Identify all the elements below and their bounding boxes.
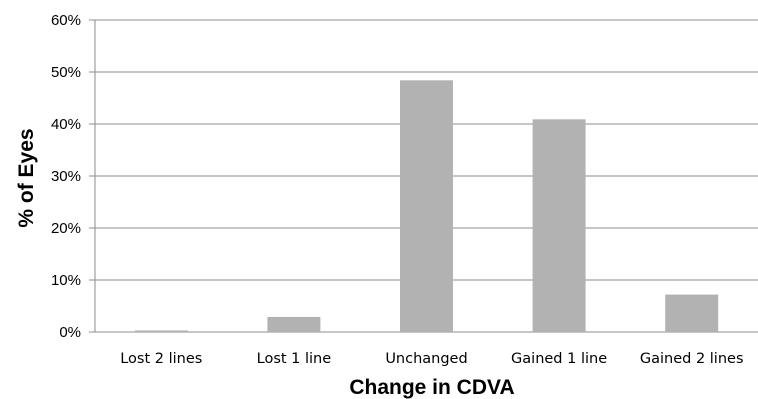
bar <box>267 316 321 332</box>
x-axis-title: Change in CDVA <box>349 376 514 399</box>
bars <box>134 80 719 332</box>
x-category-labels: Lost 2 lines Lost 1 line Unchanged Gained 1… <box>120 351 743 367</box>
x-category-label: Unchanged <box>385 351 467 367</box>
y-tick-label: 60% <box>51 12 81 29</box>
x-category-label: Gained 1 line <box>511 351 607 367</box>
x-category-label: Lost 2 lines <box>120 351 202 367</box>
x-category-label: Lost 1 line <box>257 351 332 367</box>
bar <box>134 330 188 332</box>
bar <box>400 80 453 332</box>
y-tick-label: 30% <box>51 168 81 185</box>
y-axis-title: % of Eyes <box>15 128 38 227</box>
bar <box>532 119 586 332</box>
y-tick-labels: 0% 10% 20% 30% 40% 50% 60% <box>51 12 81 341</box>
bar <box>665 294 719 332</box>
x-category-label: Gained 2 lines <box>640 351 744 367</box>
y-tick-label: 40% <box>51 116 81 133</box>
y-tick-label: 50% <box>51 64 81 81</box>
y-tick-label: 20% <box>51 220 81 237</box>
y-tick-label: 10% <box>51 272 81 289</box>
y-tick-label: 0% <box>59 324 81 341</box>
